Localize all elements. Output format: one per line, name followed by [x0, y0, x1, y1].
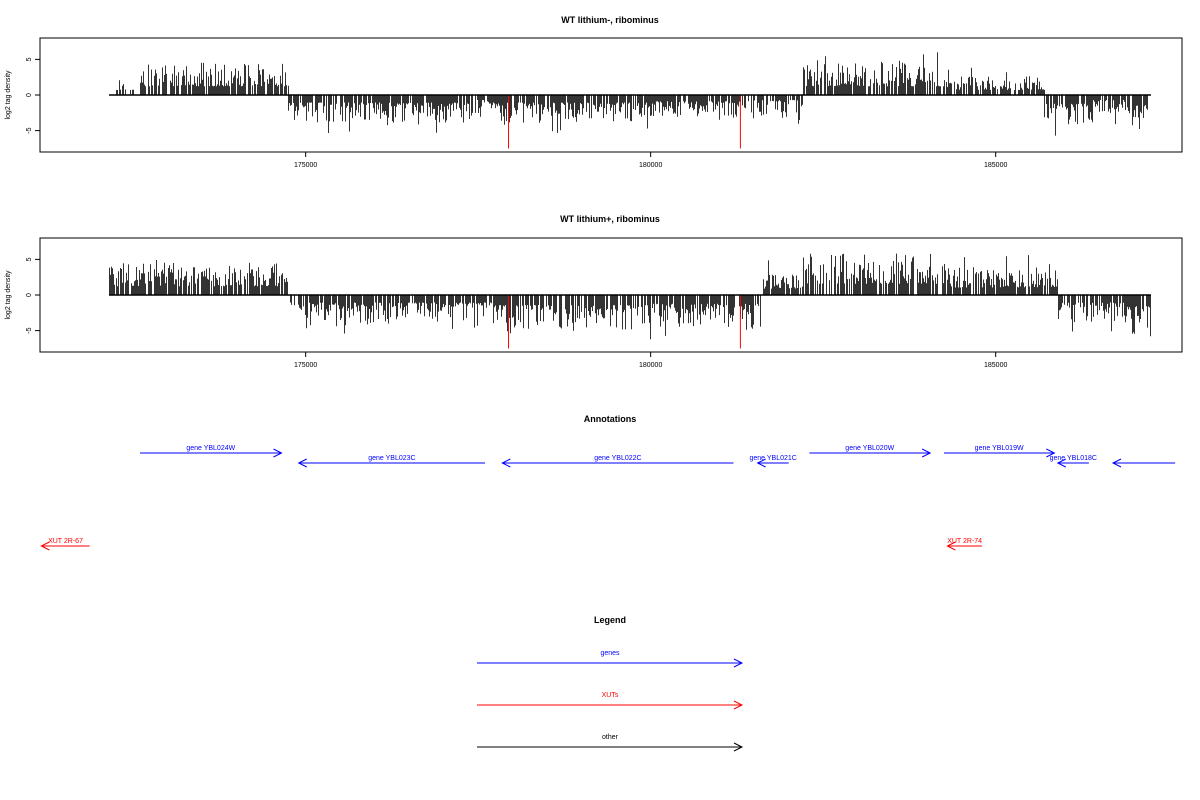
panel-1-x-axis: 175000 180000 185000	[294, 152, 1007, 169]
legend-label: other	[602, 734, 619, 741]
x-tick-label: 175000	[294, 162, 317, 169]
y-tick-label: 0	[26, 93, 33, 97]
feature-arrow-1	[140, 448, 283, 458]
panel-1-y-label: log2 tag density	[5, 70, 12, 120]
y-tick-label: 5	[26, 57, 33, 61]
x-tick-label: 180000	[639, 162, 662, 169]
feature-arrow-4	[756, 458, 789, 468]
x-tick-label: 175000	[294, 362, 317, 369]
legend-items: genes XUTs other	[477, 650, 744, 752]
density-bars	[109, 253, 1151, 340]
legend-arrow-other	[477, 742, 744, 752]
panel-2-bars	[109, 253, 1151, 349]
feature-arrow-2	[297, 458, 486, 468]
legend-label: XUTs	[602, 692, 619, 699]
legend-title: Legend	[594, 615, 626, 625]
x-tick-label: 185000	[984, 362, 1007, 369]
panel-2-y-label: log2 tag density	[5, 270, 12, 320]
track-panel-2: WT lithium+, ribominus 175000 180000 18500…	[5, 214, 1183, 369]
feature-arrow-9	[40, 541, 90, 551]
feature-arrow-7	[1056, 458, 1089, 468]
feature-arrow-3	[501, 458, 734, 468]
legend-label: genes	[600, 650, 620, 657]
panel-2-y-axis: -5 0 5	[26, 257, 40, 334]
panel-1-title: WT lithium-, ribominus	[561, 15, 659, 25]
panel-1-bars	[116, 52, 1148, 149]
panel-2-x-axis: 175000 180000 185000	[294, 352, 1007, 369]
y-tick-label: -5	[26, 127, 33, 133]
feature-label: XUT 2R-74	[947, 538, 982, 545]
x-tick-label: 180000	[639, 362, 662, 369]
feature-label: gene YBL020W	[845, 445, 894, 452]
annotation-features: gene YBL024W gene YBL023C gene YBL022C gene…	[40, 445, 1176, 551]
panel-2-title: WT lithium+, ribominus	[560, 214, 660, 224]
feature-arrow-6	[943, 448, 1056, 458]
track-panel-1: WT lithium-, ribominus 175000 180000 18500…	[5, 15, 1183, 169]
feature-label: gene YBL019W	[975, 445, 1024, 452]
density-bars	[116, 52, 1148, 136]
feature-label: gene YBL023C	[368, 455, 415, 462]
feature-label: gene YBL021C	[749, 455, 796, 462]
annotations-title: Annotations	[584, 414, 637, 424]
feature-label: gene YBL022C	[594, 455, 641, 462]
legend-arrow-genes	[477, 658, 744, 668]
feature-label: gene YBL024W	[186, 445, 235, 452]
y-tick-label: 5	[26, 257, 33, 261]
feature-label: gene YBL018C	[1050, 455, 1097, 462]
feature-label: XUT 2R-67	[48, 538, 83, 545]
x-tick-label: 185000	[984, 162, 1007, 169]
y-tick-label: 0	[26, 293, 33, 297]
panel-1-y-axis: -5 0 5	[26, 57, 40, 134]
feature-arrow-5	[809, 448, 932, 458]
y-tick-label: -5	[26, 327, 33, 333]
legend-panel: Legend genes XUTs other	[477, 615, 744, 752]
legend-arrow-xuts	[477, 700, 744, 710]
feature-arrow-10	[946, 541, 982, 551]
feature-arrow-8	[1111, 458, 1176, 468]
